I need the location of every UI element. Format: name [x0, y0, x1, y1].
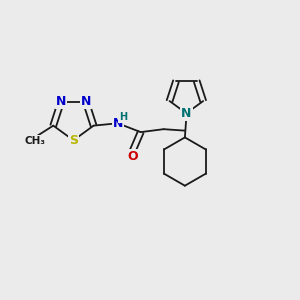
Text: H: H: [119, 112, 127, 122]
Text: N: N: [181, 107, 191, 120]
Text: O: O: [127, 150, 138, 163]
Text: S: S: [69, 134, 78, 147]
Text: CH₃: CH₃: [25, 136, 46, 146]
Text: N: N: [81, 95, 91, 108]
Text: N: N: [112, 117, 123, 130]
Text: N: N: [56, 95, 66, 108]
